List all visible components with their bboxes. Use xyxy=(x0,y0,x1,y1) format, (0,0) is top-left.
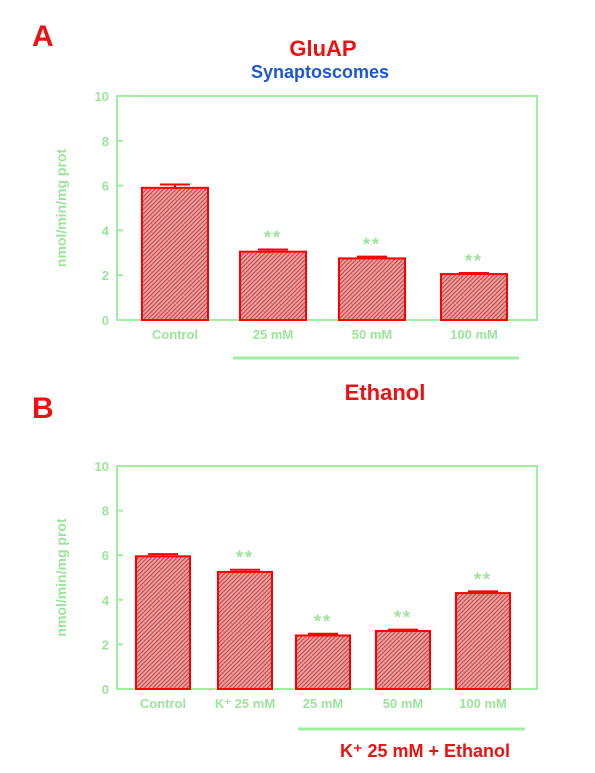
bar xyxy=(338,257,406,321)
significance-marker: ** xyxy=(314,612,332,632)
x-tick-label: 50 mM xyxy=(352,327,392,342)
bar xyxy=(440,273,508,321)
bar xyxy=(239,250,307,321)
panel-b-letter: B xyxy=(32,392,54,425)
significance-marker: ** xyxy=(394,608,412,628)
chart-title: GluAP xyxy=(289,36,356,61)
plot-frame xyxy=(116,95,538,321)
y-axis-label: nmol/min/mg prot xyxy=(53,518,69,637)
significance-marker: ** xyxy=(264,227,282,247)
y-tick-label: 6 xyxy=(102,179,109,194)
x-tick-label: K⁺ 25 mM xyxy=(215,696,275,711)
significance-marker: ** xyxy=(465,251,483,271)
panel-b-chart: 0 2 4 6 8 10 nmol/min/mg prot Control ** K⁺ 25 mM… xyxy=(53,459,538,761)
y-tick-label: 6 xyxy=(102,548,109,563)
significance-marker: ** xyxy=(236,548,254,568)
panel-a-chart: 0 2 4 6 8 10 nmol/min/mg prot Control ** 25 mM ** 5… xyxy=(53,89,538,405)
bar xyxy=(295,634,351,690)
bar xyxy=(455,592,511,690)
bar xyxy=(217,570,273,690)
bar xyxy=(375,630,431,691)
y-tick-label: 10 xyxy=(95,459,109,474)
significance-marker: ** xyxy=(363,235,381,255)
y-axis-label: nmol/min/mg prot xyxy=(53,149,69,268)
x-tick-label: Control xyxy=(152,327,198,342)
panel-a-letter: A xyxy=(32,20,54,53)
y-tick-label: 0 xyxy=(102,313,109,328)
x-tick-label: 50 mM xyxy=(383,696,423,711)
x-tick-label: 100 mM xyxy=(450,327,498,342)
bar xyxy=(141,186,209,321)
x-tick-label: 100 mM xyxy=(459,696,507,711)
y-tick-label: 8 xyxy=(102,504,109,519)
bar xyxy=(135,555,191,690)
y-tick-label: 4 xyxy=(102,223,110,238)
x-tick-label: Control xyxy=(140,696,186,711)
x-tick-label: 25 mM xyxy=(253,327,293,342)
y-tick-label: 0 xyxy=(102,682,109,697)
y-tick-label: 2 xyxy=(102,637,109,652)
x-tick-label: 25 mM xyxy=(303,696,343,711)
y-tick-label: 10 xyxy=(95,89,109,104)
group-label: Ethanol xyxy=(345,380,426,405)
significance-marker: ** xyxy=(474,569,492,589)
y-tick-label: 4 xyxy=(102,593,110,608)
y-tick-label: 2 xyxy=(102,268,109,283)
group-label: K⁺ 25 mM + Ethanol xyxy=(340,741,510,761)
chart-subtitle: Synaptoscomes xyxy=(251,62,389,82)
y-tick-label: 8 xyxy=(102,134,109,149)
